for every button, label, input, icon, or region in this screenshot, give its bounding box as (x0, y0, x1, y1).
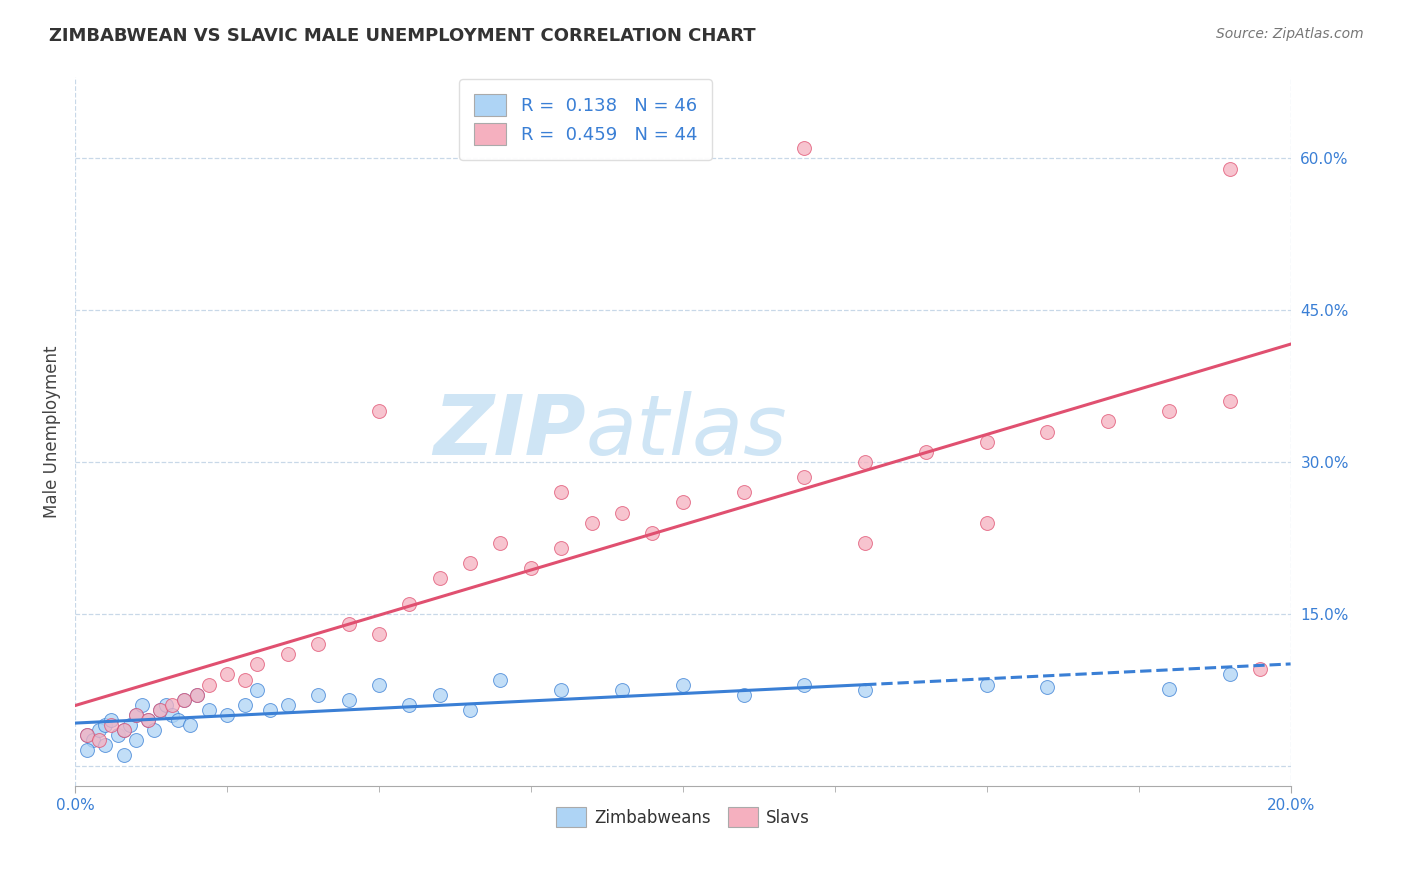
Point (215, 667, 238, 681)
Point (162, 698, 184, 712)
Point (89, 733, 111, 747)
Point (167, 713, 190, 727)
Point (550, 541, 572, 555)
Point (162, 708, 184, 723)
Point (149, 703, 172, 717)
Point (259, 703, 281, 717)
Point (793, 470, 815, 484)
Point (89, 723, 111, 738)
Point (100, 718, 122, 732)
Point (793, 141, 815, 155)
Point (458, 703, 481, 717)
Point (197, 703, 219, 717)
Point (136, 713, 159, 727)
Point (672, 677, 695, 691)
Point (398, 597, 420, 611)
Point (94, 718, 117, 732)
Point (94, 739, 117, 753)
Point (610, 506, 633, 520)
Point (672, 495, 695, 509)
Point (125, 708, 148, 723)
Point (215, 708, 238, 723)
Point (197, 677, 219, 691)
Point (118, 718, 141, 732)
Point (1219, 667, 1241, 681)
Y-axis label: Male Unemployment: Male Unemployment (44, 345, 60, 518)
Point (76, 728, 98, 742)
Point (550, 485, 572, 500)
Point (1157, 681, 1180, 696)
Point (100, 713, 122, 727)
Point (155, 698, 177, 712)
Point (641, 525, 664, 540)
Point (82, 733, 104, 747)
Legend: Zimbabweans, Slavs: Zimbabweans, Slavs (550, 800, 817, 834)
Point (1097, 415, 1119, 429)
Point (733, 688, 755, 702)
Point (337, 616, 360, 631)
Point (915, 445, 938, 459)
Point (233, 673, 256, 687)
Point (398, 698, 420, 712)
Point (143, 723, 166, 738)
Point (1249, 662, 1271, 676)
Text: Source: ZipAtlas.com: Source: ZipAtlas.com (1216, 27, 1364, 41)
Point (458, 556, 481, 570)
Point (520, 561, 543, 575)
Point (1219, 161, 1241, 176)
Point (112, 723, 135, 738)
Point (173, 692, 195, 706)
Point (131, 698, 153, 712)
Point (76, 743, 98, 757)
Point (136, 713, 159, 727)
Point (1036, 425, 1059, 439)
Point (733, 485, 755, 500)
Point (1036, 680, 1059, 694)
Point (1157, 404, 1180, 418)
Point (173, 692, 195, 706)
Point (125, 708, 148, 723)
Point (367, 677, 389, 691)
Point (337, 692, 360, 706)
Text: ZIP: ZIP (433, 391, 585, 472)
Point (976, 677, 998, 691)
Point (853, 682, 876, 697)
Point (489, 536, 512, 550)
Point (976, 516, 998, 530)
Point (489, 673, 512, 687)
Point (793, 677, 815, 691)
Point (112, 723, 135, 738)
Point (429, 571, 451, 585)
Point (186, 688, 208, 702)
Point (246, 657, 269, 672)
Point (179, 718, 201, 732)
Point (429, 688, 451, 702)
Point (246, 682, 269, 697)
Point (550, 682, 572, 697)
Point (367, 404, 389, 418)
Point (76, 728, 98, 742)
Point (367, 627, 389, 641)
Point (277, 647, 299, 661)
Point (976, 434, 998, 449)
Point (581, 516, 603, 530)
Point (307, 637, 329, 651)
Text: ZIMBABWEAN VS SLAVIC MALE UNEMPLOYMENT CORRELATION CHART: ZIMBABWEAN VS SLAVIC MALE UNEMPLOYMENT C… (49, 27, 756, 45)
Point (307, 688, 329, 702)
Point (112, 748, 135, 763)
Point (125, 733, 148, 747)
Point (149, 703, 172, 717)
Point (610, 682, 633, 697)
Point (186, 688, 208, 702)
Point (233, 698, 256, 712)
Point (277, 698, 299, 712)
Point (853, 536, 876, 550)
Point (853, 455, 876, 469)
Point (1219, 394, 1241, 409)
Point (107, 728, 129, 742)
Text: atlas: atlas (585, 391, 787, 472)
